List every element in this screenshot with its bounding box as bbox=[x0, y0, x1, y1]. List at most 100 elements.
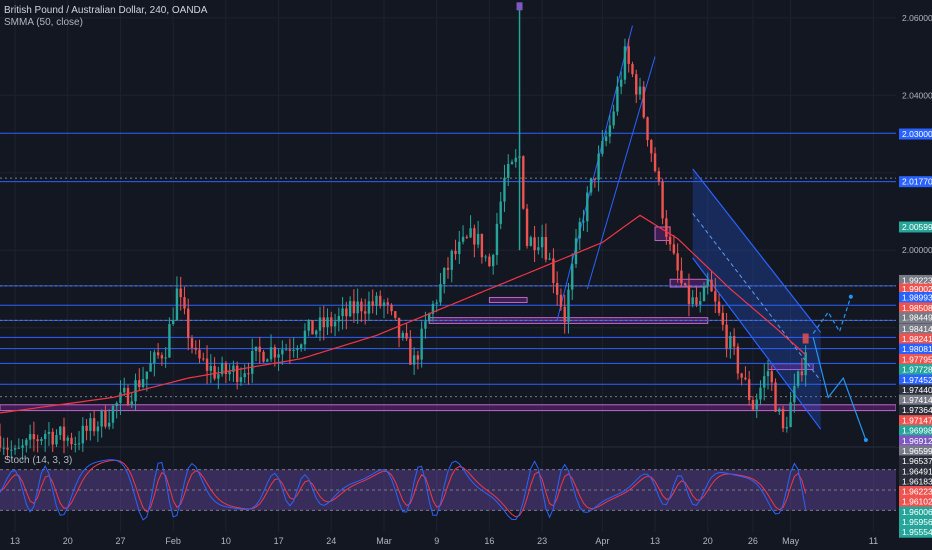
price-label: 1.97452 bbox=[902, 375, 932, 385]
candle-body bbox=[21, 445, 24, 448]
candle-body bbox=[503, 177, 506, 202]
candle-body bbox=[687, 285, 691, 305]
price-label: 1.96912 bbox=[902, 436, 932, 446]
price-label: 1.98449 bbox=[902, 313, 932, 323]
candle-body bbox=[59, 426, 62, 435]
candle-body bbox=[680, 270, 683, 284]
candle-body bbox=[578, 222, 581, 239]
candle-body bbox=[672, 244, 676, 254]
price-label-bg bbox=[899, 323, 932, 335]
candle-body bbox=[10, 449, 13, 451]
candle-body bbox=[262, 351, 265, 362]
candle-body bbox=[533, 237, 536, 251]
candle-body bbox=[537, 247, 540, 251]
channel-mid bbox=[692, 213, 822, 382]
candle-body bbox=[751, 399, 755, 410]
candle-body bbox=[683, 283, 687, 286]
candle-body bbox=[36, 439, 39, 442]
candle-body bbox=[747, 379, 751, 400]
candle-body bbox=[409, 338, 412, 365]
candle-body bbox=[318, 317, 322, 331]
price-label-bg bbox=[899, 394, 932, 406]
time-axis[interactable]: 13 20 27 Feb 10 17 24 Mar 9 16 23 Apr 13 20 26 May 11 bbox=[10, 536, 878, 546]
price-label: 1.96537 bbox=[902, 456, 932, 466]
stoch-k-line bbox=[0, 459, 807, 521]
time-tick-label: 24 bbox=[326, 536, 336, 546]
candle-body bbox=[138, 380, 141, 388]
price-zone bbox=[0, 404, 897, 412]
candle-body bbox=[394, 311, 397, 318]
candle-body bbox=[638, 86, 642, 95]
candle-body bbox=[424, 321, 427, 329]
price-label-bg bbox=[899, 221, 932, 233]
candle-body bbox=[104, 410, 107, 427]
price-label-bg bbox=[899, 333, 932, 345]
candle-body bbox=[251, 350, 254, 374]
price-label: 1.96491 bbox=[902, 466, 932, 476]
candle-body bbox=[299, 344, 303, 349]
time-tick-label: Mar bbox=[376, 536, 392, 546]
candle-body bbox=[32, 434, 36, 440]
price-label-bg bbox=[899, 496, 932, 508]
candle-body bbox=[796, 371, 800, 386]
candle-body bbox=[427, 313, 431, 322]
candle-body bbox=[582, 221, 585, 223]
candle-body bbox=[691, 297, 694, 305]
candle-body bbox=[356, 301, 359, 314]
candle-body bbox=[205, 358, 209, 371]
candle-body bbox=[0, 436, 2, 448]
candle-body bbox=[604, 136, 608, 142]
candle-body bbox=[665, 218, 668, 237]
price-label: 1.98508 bbox=[902, 303, 932, 313]
candle-body bbox=[307, 320, 310, 331]
price-tick-label: 2.06000 bbox=[902, 13, 932, 23]
time-tick-label: 26 bbox=[748, 536, 758, 546]
symbol-title: British Pound / Australian Dollar, 240, … bbox=[4, 5, 208, 16]
candle-body bbox=[653, 153, 657, 172]
candle-body bbox=[593, 178, 597, 180]
price-label: 1.98993 bbox=[902, 292, 932, 302]
price-axis[interactable]: 2.06000 2.04000 2.00000 2.03000 2.01770 2.005… bbox=[896, 0, 932, 538]
candle-body bbox=[804, 352, 807, 376]
candle-body bbox=[559, 294, 563, 307]
candle-body bbox=[379, 295, 382, 306]
candle-marker bbox=[516, 2, 523, 11]
candle-body bbox=[616, 86, 619, 112]
candle-body bbox=[296, 348, 299, 350]
candle-body bbox=[412, 355, 416, 365]
candle-body bbox=[778, 408, 781, 412]
candle-body bbox=[100, 410, 103, 427]
candle-body bbox=[47, 431, 51, 434]
price-label-bg bbox=[899, 283, 932, 295]
candle-body bbox=[529, 237, 533, 246]
candles[interactable] bbox=[0, 2, 807, 461]
price-label: 1.98081 bbox=[902, 344, 932, 354]
price-label-bg bbox=[899, 475, 932, 487]
price-label-bg bbox=[899, 128, 932, 140]
candle-body bbox=[43, 433, 47, 440]
candle-body bbox=[89, 418, 92, 431]
price-label-bg bbox=[899, 374, 932, 386]
candle-body bbox=[168, 324, 171, 358]
time-tick-label: 10 bbox=[221, 536, 231, 546]
price-label-bg bbox=[899, 425, 932, 437]
price-label-bg bbox=[899, 343, 932, 355]
price-label: 1.96998 bbox=[902, 426, 932, 436]
time-tick-label: Apr bbox=[595, 536, 609, 546]
candle-body bbox=[254, 346, 258, 351]
candle-body bbox=[732, 335, 736, 347]
candle-body bbox=[390, 304, 393, 312]
candle-body bbox=[386, 302, 389, 305]
candle-body bbox=[149, 363, 152, 372]
candle-body bbox=[514, 157, 517, 162]
candle-body bbox=[717, 301, 721, 313]
candle-body bbox=[171, 319, 175, 325]
projection-arrowhead bbox=[863, 438, 868, 443]
candle-body bbox=[217, 374, 220, 379]
candle-body bbox=[567, 289, 570, 322]
candle-body bbox=[382, 302, 386, 306]
price-label: 2.01770 bbox=[902, 177, 932, 187]
candle-body bbox=[348, 301, 352, 317]
price-label: 1.99223 bbox=[902, 275, 932, 285]
candle-body bbox=[619, 79, 623, 87]
